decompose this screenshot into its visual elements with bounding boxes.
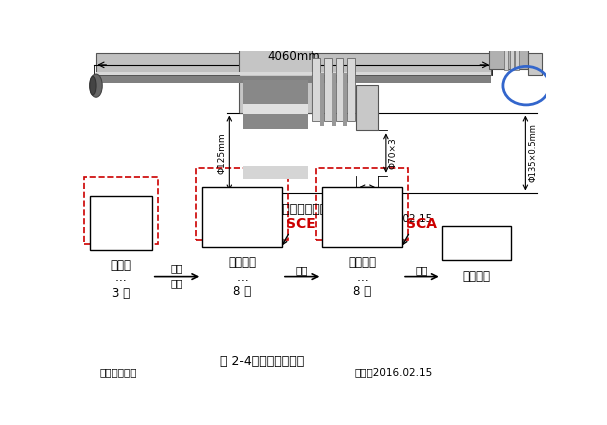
Text: 集热单元: 集热单元 (228, 256, 256, 269)
Text: 时间：2016.02.15: 时间：2016.02.15 (355, 212, 433, 223)
Text: 4060mm: 4060mm (267, 50, 320, 63)
Text: 图 2-3：集热管尺寸图: 图 2-3：集热管尺寸图 (243, 204, 327, 216)
Bar (347, 58, 355, 122)
Text: 时间：2016.02.15: 时间：2016.02.15 (355, 367, 433, 377)
Bar (324, 58, 331, 122)
Bar (320, 73, 324, 126)
Text: 12-15mm: 12-15mm (345, 190, 389, 198)
Bar (527, 53, 541, 75)
Text: 集热组件: 集热组件 (348, 256, 376, 269)
Bar (515, 40, 519, 70)
Bar (96, 72, 490, 75)
Bar (243, 105, 308, 114)
Text: …: … (356, 271, 368, 284)
Bar (504, 40, 508, 70)
Text: Φ125mm: Φ125mm (217, 132, 226, 174)
Text: 组成: 组成 (296, 265, 308, 275)
Bar (196, 168, 288, 241)
Text: 制图：樊建兵: 制图：樊建兵 (99, 367, 137, 377)
Bar (343, 73, 347, 126)
Bar (489, 35, 527, 69)
Text: 集热管: 集热管 (110, 259, 131, 272)
Text: SCA: SCA (406, 217, 437, 231)
Bar (336, 58, 343, 122)
Bar (243, 80, 308, 129)
Ellipse shape (90, 76, 96, 95)
Text: 组成: 组成 (416, 265, 428, 275)
Ellipse shape (90, 74, 102, 97)
Bar (96, 53, 490, 75)
Bar (356, 85, 378, 130)
Bar (442, 226, 512, 260)
Text: Φ135×0.5mm: Φ135×0.5mm (529, 124, 537, 182)
Bar (84, 177, 158, 244)
Bar (322, 187, 402, 246)
Text: 制图：樊建兵: 制图：樊建兵 (99, 212, 137, 223)
Bar (96, 76, 490, 82)
Text: …: … (236, 271, 248, 284)
Text: 8 个: 8 个 (353, 285, 371, 298)
Bar (202, 187, 282, 246)
Bar (510, 40, 514, 70)
Text: 图 2-4：集热系统组成: 图 2-4：集热系统组成 (220, 355, 304, 368)
Text: Φ70×3: Φ70×3 (388, 137, 397, 169)
Text: 8 个: 8 个 (233, 285, 251, 298)
Bar (239, 32, 312, 113)
Bar (316, 168, 409, 241)
Text: …: … (115, 271, 127, 284)
Bar (312, 58, 320, 122)
Text: 串联: 串联 (171, 264, 183, 274)
Bar (331, 73, 336, 126)
Text: 3 根: 3 根 (112, 286, 130, 300)
Bar (90, 196, 152, 249)
Bar (243, 166, 308, 179)
Text: 集热系统: 集热系统 (463, 270, 490, 283)
Text: 组成: 组成 (171, 278, 183, 288)
Text: SCE: SCE (286, 217, 316, 231)
